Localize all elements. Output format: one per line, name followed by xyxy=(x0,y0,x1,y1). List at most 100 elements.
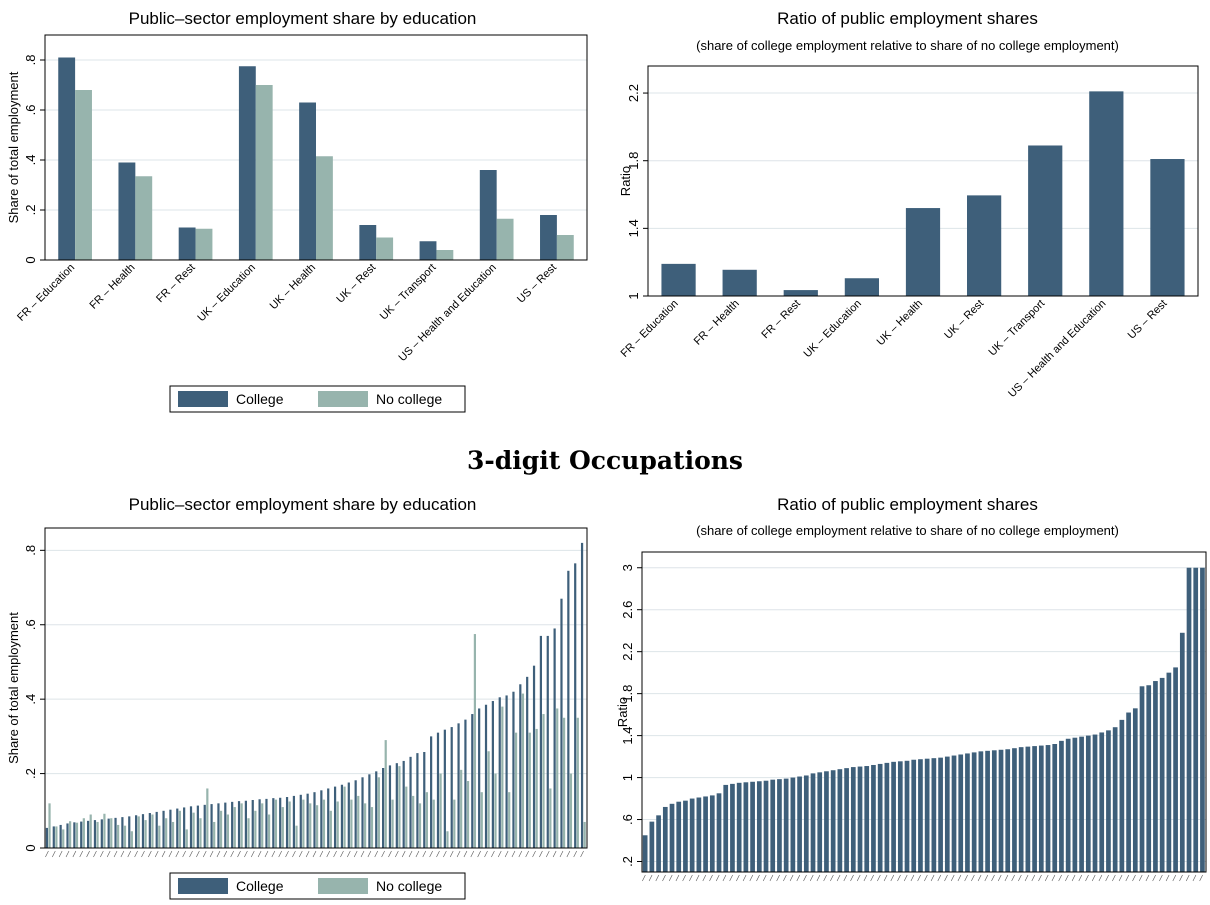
x-tick-mark xyxy=(722,874,727,882)
x-tick-mark xyxy=(964,874,968,882)
bar-no-college xyxy=(219,810,223,848)
x-tick-mark xyxy=(1118,874,1123,882)
bar-college xyxy=(540,215,557,260)
bar-ratio xyxy=(998,749,1004,872)
x-tick-mark xyxy=(196,850,200,858)
bar-ratio xyxy=(743,782,749,872)
bar-no-college xyxy=(178,810,181,848)
x-tick-mark xyxy=(695,874,700,882)
bar-college xyxy=(80,821,83,848)
bar-college xyxy=(574,563,577,848)
bar-ratio xyxy=(1150,159,1185,296)
bar-no-college xyxy=(569,773,573,848)
bar-ratio xyxy=(918,759,923,872)
x-tick-mark xyxy=(1192,874,1197,882)
bar-ratio xyxy=(1038,745,1044,872)
bar-college xyxy=(443,729,446,848)
x-tick-mark xyxy=(518,850,523,858)
bar-college xyxy=(340,784,344,848)
bar-college xyxy=(299,794,302,848)
x-tick-mark xyxy=(552,850,557,858)
bar-ratio xyxy=(1085,735,1091,872)
x-tick-mark xyxy=(264,850,269,858)
bar-ratio xyxy=(1025,746,1031,872)
bar-college xyxy=(320,790,323,848)
bar-college xyxy=(231,801,234,848)
bar-college xyxy=(100,819,103,848)
x-tick-mark xyxy=(709,874,713,882)
bar-college xyxy=(333,786,337,848)
bar-no-college xyxy=(494,773,497,848)
x-tick-mark xyxy=(422,850,427,858)
x-tick-mark xyxy=(58,850,63,858)
bar-ratio xyxy=(683,800,688,872)
x-tick-mark xyxy=(856,874,861,882)
bar-college xyxy=(395,763,398,848)
bar-ratio xyxy=(1052,744,1058,872)
x-tick-mark xyxy=(1159,874,1163,882)
bar-college xyxy=(59,824,62,848)
bar-ratio xyxy=(777,779,782,872)
bar-college xyxy=(409,756,412,848)
legend-swatch-no-college xyxy=(318,878,368,894)
y-axis-label: Ratio xyxy=(615,697,630,727)
bar-ratio xyxy=(1005,749,1011,872)
x-tick-mark xyxy=(573,850,577,858)
y-tick-label: .4 xyxy=(23,155,38,166)
y-tick-label: 2.2 xyxy=(626,84,641,102)
bar-no-college xyxy=(576,717,579,848)
bar-no-college xyxy=(357,795,360,848)
x-tick-mark xyxy=(1105,874,1109,882)
bar-ratio xyxy=(656,815,661,872)
x-tick-mark xyxy=(326,850,330,858)
x-tick-mark xyxy=(883,874,888,882)
bar-no-college xyxy=(405,786,408,848)
x-tick-mark xyxy=(803,874,807,882)
bar-ratio xyxy=(1032,746,1037,872)
bar-college xyxy=(484,704,488,848)
bar-college xyxy=(114,817,117,848)
x-tick-mark xyxy=(742,874,747,882)
x-tick-label: FR – Rest xyxy=(759,298,802,341)
bar-ratio xyxy=(1099,732,1105,872)
chart-subtitle: (share of college employment relative to… xyxy=(696,38,1119,53)
legend-label-college: College xyxy=(236,391,284,407)
bar-ratio xyxy=(1153,681,1158,872)
chart-p3-svg: Public–sector employment share by educat… xyxy=(6,495,588,900)
chart-panel-p1: Public–sector employment share by educat… xyxy=(0,0,605,430)
legend-swatch-college xyxy=(178,391,228,407)
bar-ratio xyxy=(1018,747,1024,872)
bar-no-college xyxy=(460,769,463,848)
x-tick-mark xyxy=(168,850,173,858)
bar-no-college xyxy=(329,810,332,848)
bar-college xyxy=(45,827,49,848)
bar-no-college xyxy=(261,803,264,848)
x-tick-mark xyxy=(525,850,529,858)
bar-ratio xyxy=(1173,667,1178,872)
bar-college xyxy=(169,809,172,848)
x-tick-mark xyxy=(1185,874,1190,882)
x-tick-mark xyxy=(65,850,70,858)
x-tick-mark xyxy=(736,874,740,882)
bar-college xyxy=(478,708,481,848)
bar-college xyxy=(361,777,364,848)
bar-no-college xyxy=(521,693,525,848)
x-tick-mark xyxy=(843,874,848,882)
bar-ratio xyxy=(991,750,997,872)
bar-college xyxy=(52,826,55,848)
x-tick-mark xyxy=(374,850,379,858)
x-tick-mark xyxy=(443,850,447,858)
bar-ratio xyxy=(783,290,818,296)
bar-no-college xyxy=(316,156,333,260)
bar-ratio xyxy=(750,781,755,872)
bar-no-college xyxy=(185,829,188,848)
bar-ratio xyxy=(1028,145,1063,296)
x-tick-mark xyxy=(559,850,564,858)
x-tick-mark xyxy=(429,850,433,858)
bar-ratio xyxy=(709,795,715,872)
bar-college xyxy=(416,753,419,848)
x-tick-mark xyxy=(175,850,180,858)
y-tick-label: .2 xyxy=(23,205,38,216)
bar-no-college xyxy=(206,788,209,848)
y-tick-label: .4 xyxy=(23,694,38,705)
